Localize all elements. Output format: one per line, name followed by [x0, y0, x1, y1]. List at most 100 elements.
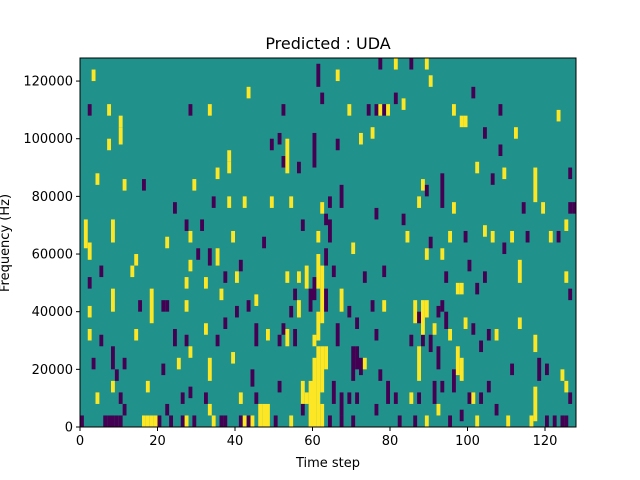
heatmap-cell-high: [107, 104, 112, 116]
heatmap-cell-low: [393, 92, 398, 105]
heatmap-cell-high: [421, 179, 425, 191]
heatmap-cell-high: [87, 242, 92, 260]
heatmap-cell-low: [324, 213, 329, 226]
heatmap-cell-low: [169, 415, 174, 427]
heatmap-cell-high: [533, 334, 538, 353]
heatmap-cell-low: [440, 300, 445, 312]
x-tick-label: 100: [455, 434, 480, 449]
heatmap-cell-low: [421, 334, 425, 347]
heatmap-cell-high: [401, 98, 406, 110]
heatmap-cell-low: [161, 300, 166, 312]
heatmap-cell-high: [285, 138, 290, 174]
heatmap-cell-high: [409, 392, 414, 404]
y-tick-label: 60000: [32, 248, 73, 263]
y-tick-label: 40000: [32, 305, 73, 320]
heatmap-cell-high: [111, 380, 115, 393]
heatmap-cell-high: [455, 282, 460, 295]
heatmap-cell-low: [161, 363, 166, 376]
heatmap-cell-low: [483, 127, 487, 139]
heatmap-cell-low: [370, 300, 375, 312]
heatmap-cell-high: [564, 380, 569, 393]
heatmap-cell-low: [246, 415, 251, 427]
heatmap-cell-high: [378, 104, 383, 116]
plot-frame: [79, 57, 577, 428]
heatmap-cell-high: [312, 334, 317, 347]
heatmap-cell-high: [502, 167, 507, 180]
heatmap-cell-high: [219, 288, 224, 301]
heatmap-cell-low: [339, 184, 344, 208]
heatmap-cell-low: [366, 104, 371, 116]
heatmap-cell-low: [401, 213, 406, 226]
heatmap-cell-low: [378, 369, 383, 381]
heatmap-cell-low: [223, 271, 228, 283]
heatmap-cell-low: [312, 132, 317, 168]
heatmap-cell-high: [405, 230, 410, 243]
heatmap-cell-low: [448, 415, 453, 427]
heatmap-cell-high: [304, 392, 309, 404]
heatmap-cell-low: [417, 392, 422, 404]
heatmap-cell-high: [320, 346, 325, 393]
heatmap-cell-high: [250, 415, 255, 427]
heatmap-cell-high: [541, 202, 546, 214]
heatmap-cell-low: [374, 104, 379, 116]
heatmap-cell-low: [486, 380, 491, 393]
heatmap-cell-high: [83, 219, 88, 249]
heatmap-cell-low: [80, 415, 84, 427]
heatmap-cell-low: [99, 265, 104, 278]
heatmap-cell-low: [386, 380, 391, 404]
heatmap-cell-low: [424, 184, 429, 197]
heatmap-cell-low: [444, 271, 449, 283]
heatmap-cell-low: [556, 230, 561, 243]
heatmap-cell-low: [393, 392, 398, 404]
heatmap-cell-low: [479, 392, 484, 404]
heatmap-cell-high: [413, 300, 418, 324]
heatmap-cell-high: [448, 328, 453, 341]
heatmap-cell-high: [564, 271, 569, 283]
heatmap-cell-high: [304, 265, 309, 289]
heatmap-cell-low: [471, 323, 476, 335]
heatmap-cell-low: [331, 380, 336, 404]
heatmap-cell-high: [238, 392, 243, 404]
heatmap-cell-high: [300, 380, 305, 404]
heatmap-cell-low: [463, 230, 468, 243]
heatmap-cell-low: [413, 415, 418, 427]
heatmap-cell-low: [378, 58, 383, 70]
heatmap-cell-high: [184, 277, 189, 289]
heatmap-cell-high: [207, 357, 212, 381]
heatmap-cell-high: [285, 271, 290, 283]
heatmap-cell-high: [382, 300, 387, 312]
heatmap-cell-low: [254, 392, 259, 404]
heatmap-cell-low: [107, 415, 112, 427]
heatmap-cell-high: [215, 248, 220, 266]
heatmap-cell-low: [568, 288, 573, 301]
heatmap-cell-low: [428, 334, 433, 353]
heatmap-cell-low: [180, 392, 185, 404]
heatmap-cell-low: [223, 415, 228, 427]
x-tick-label: 0: [76, 434, 84, 449]
heatmap-cell-low: [300, 219, 305, 231]
heatmap-cell-low: [215, 334, 220, 347]
heatmap-cell-high: [266, 328, 270, 341]
heatmap-cell-low: [192, 415, 197, 427]
heatmap-cell-low: [409, 58, 414, 70]
heatmap-cell-low: [219, 415, 224, 427]
heatmap-cell-high: [269, 196, 274, 208]
heatmap-cell-high: [204, 323, 208, 335]
heatmap-cell-high: [266, 403, 270, 427]
heatmap-cell-low: [281, 156, 286, 168]
heatmap-cell-high: [149, 288, 154, 324]
heatmap-cell-low: [382, 265, 387, 278]
heatmap-cell-low: [103, 415, 108, 427]
heatmap-cell-low: [200, 219, 205, 231]
heatmap-cell-high: [424, 248, 429, 260]
heatmap-cell-low: [568, 167, 573, 180]
heatmap-cell-low: [486, 328, 491, 341]
heatmap-cell-low: [490, 173, 495, 185]
heatmap-cell-high: [490, 230, 495, 243]
heatmap-cell-high: [324, 346, 329, 370]
heatmap-cell-high: [362, 357, 367, 370]
heatmap-cell-low: [328, 415, 332, 427]
heatmap-cell-high: [134, 328, 139, 341]
heatmap-cell-high: [455, 346, 460, 376]
